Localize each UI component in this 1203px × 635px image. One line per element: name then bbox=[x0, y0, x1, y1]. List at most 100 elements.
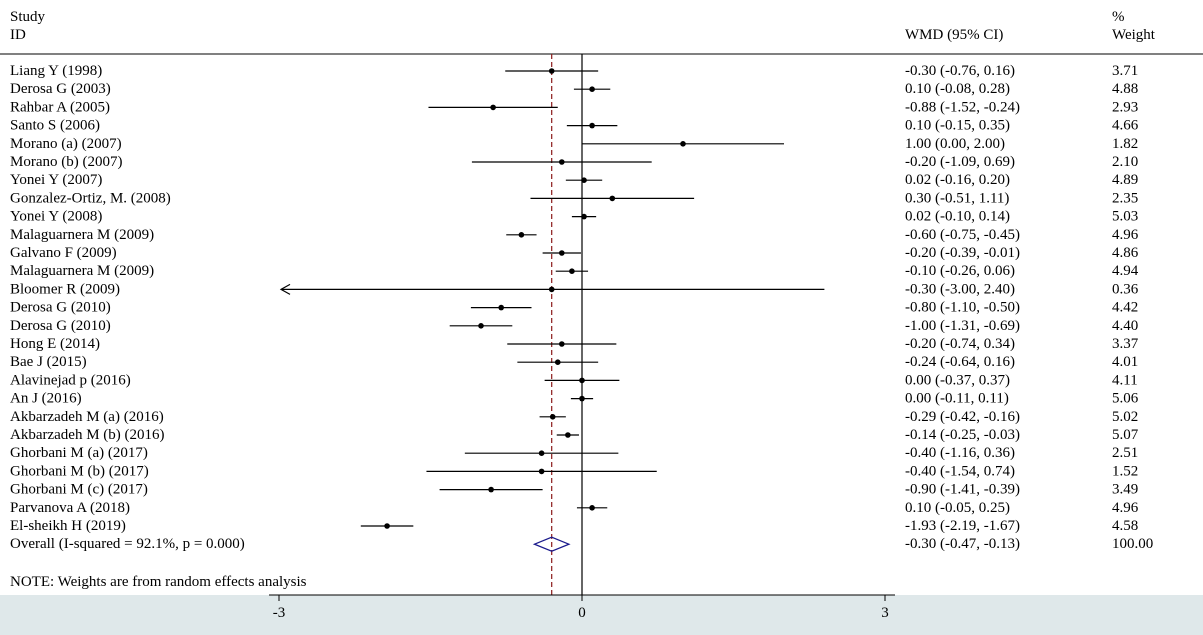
weight-value: 1.52 bbox=[1112, 463, 1138, 479]
weight-value: 4.96 bbox=[1112, 227, 1139, 243]
study-label: Morano (b) (2007) bbox=[10, 154, 122, 170]
point-estimate bbox=[589, 86, 595, 92]
ci-value: 0.00 (-0.11, 0.11) bbox=[905, 391, 1009, 407]
study-label: Derosa G (2010) bbox=[10, 318, 111, 334]
x-tick-label: 3 bbox=[881, 605, 889, 621]
study-label: Parvanova A (2018) bbox=[10, 500, 130, 516]
weight-value: 2.35 bbox=[1112, 190, 1138, 206]
study-label: Bloomer R (2009) bbox=[10, 281, 120, 297]
point-estimate bbox=[549, 414, 556, 420]
weight-value: 4.58 bbox=[1112, 518, 1138, 534]
ci-value: -0.40 (-1.54, 0.74) bbox=[905, 463, 1015, 479]
point-estimate bbox=[548, 286, 555, 293]
ci-value: -0.90 (-1.41, -0.39) bbox=[905, 482, 1020, 498]
point-estimate bbox=[589, 122, 595, 129]
ci-value: -0.30 (-3.00, 2.40) bbox=[905, 281, 1015, 297]
weight-value: 2.93 bbox=[1112, 99, 1138, 115]
overall-weight-value: 100.00 bbox=[1112, 536, 1153, 552]
ci-value: -0.88 (-1.52, -0.24) bbox=[905, 99, 1020, 115]
weight-value: 3.37 bbox=[1112, 336, 1139, 352]
weight-value: 4.66 bbox=[1112, 118, 1139, 134]
weight-header-line1: % bbox=[1112, 9, 1125, 25]
point-estimate bbox=[498, 304, 505, 311]
weights-note: NOTE: Weights are from random effects an… bbox=[10, 574, 307, 590]
point-estimate bbox=[538, 450, 545, 457]
point-estimate bbox=[559, 250, 565, 256]
study-label: Yonei Y (2008) bbox=[10, 209, 102, 225]
point-estimate bbox=[680, 141, 686, 147]
ci-arrow bbox=[279, 283, 291, 295]
weight-value: 4.94 bbox=[1112, 263, 1139, 279]
point-estimate bbox=[478, 323, 484, 329]
study-label: Bae J (2015) bbox=[10, 354, 87, 370]
study-label: Galvano F (2009) bbox=[10, 245, 117, 261]
weight-value: 4.96 bbox=[1112, 500, 1139, 516]
study-label: Akbarzadeh M (b) (2016) bbox=[10, 427, 165, 443]
study-header-line1: Study bbox=[10, 9, 46, 25]
ci-value: 0.10 (-0.05, 0.25) bbox=[905, 500, 1010, 516]
ci-value: -0.80 (-1.10, -0.50) bbox=[905, 300, 1020, 316]
point-estimate bbox=[538, 468, 545, 475]
point-estimate bbox=[488, 486, 494, 493]
ci-value: -0.14 (-0.25, -0.03) bbox=[905, 427, 1020, 443]
weight-value: 4.01 bbox=[1112, 354, 1138, 370]
x-tick-label: 0 bbox=[578, 605, 586, 621]
study-label: Malaguarnera M (2009) bbox=[10, 227, 154, 243]
point-estimate bbox=[559, 341, 565, 347]
study-label: Akbarzadeh M (a) (2016) bbox=[10, 409, 164, 425]
x-tick-label: -3 bbox=[273, 605, 286, 621]
weight-value: 4.86 bbox=[1112, 245, 1139, 261]
weight-value: 2.51 bbox=[1112, 445, 1138, 461]
weight-value: 5.06 bbox=[1112, 391, 1139, 407]
point-estimate bbox=[565, 432, 571, 438]
point-estimate bbox=[554, 359, 561, 366]
point-estimate bbox=[548, 68, 555, 74]
ci-value: 0.02 (-0.10, 0.14) bbox=[905, 209, 1010, 225]
ci-value: -0.10 (-0.26, 0.06) bbox=[905, 263, 1015, 279]
point-estimate bbox=[581, 213, 587, 220]
point-estimate bbox=[569, 268, 575, 275]
point-estimate bbox=[579, 377, 585, 384]
ci-value: 0.00 (-0.37, 0.37) bbox=[905, 372, 1010, 388]
weight-value: 5.02 bbox=[1112, 409, 1138, 425]
study-header-line2: ID bbox=[10, 27, 26, 43]
ci-value: 0.30 (-0.51, 1.11) bbox=[905, 190, 1009, 206]
weight-value: 4.88 bbox=[1112, 81, 1138, 97]
study-label: An J (2016) bbox=[10, 391, 82, 407]
ci-value: -0.29 (-0.42, -0.16) bbox=[905, 409, 1020, 425]
study-label: Malaguarnera M (2009) bbox=[10, 263, 154, 279]
axis-band bbox=[0, 595, 1203, 635]
point-estimate bbox=[579, 395, 585, 402]
ci-value: 0.02 (-0.16, 0.20) bbox=[905, 172, 1010, 188]
study-label: Yonei Y (2007) bbox=[10, 172, 102, 188]
weight-value: 1.82 bbox=[1112, 136, 1138, 152]
study-label: Gonzalez-Ortiz, M. (2008) bbox=[10, 190, 171, 206]
ci-value: -0.60 (-0.75, -0.45) bbox=[905, 227, 1020, 243]
weight-value: 4.42 bbox=[1112, 300, 1138, 316]
overall-label: Overall (I-squared = 92.1%, p = 0.000) bbox=[10, 536, 245, 552]
study-label: Santo S (2006) bbox=[10, 118, 100, 134]
study-label: Hong E (2014) bbox=[10, 336, 100, 352]
study-label: Liang Y (1998) bbox=[10, 63, 102, 79]
point-estimate bbox=[518, 232, 525, 238]
ci-value: 0.10 (-0.15, 0.35) bbox=[905, 118, 1010, 134]
point-estimate bbox=[490, 104, 496, 111]
study-label: Derosa G (2003) bbox=[10, 81, 111, 97]
point-estimate bbox=[581, 177, 587, 183]
weight-value: 4.11 bbox=[1112, 372, 1138, 388]
weight-value: 3.49 bbox=[1112, 482, 1138, 498]
study-header: Study ID bbox=[10, 8, 45, 44]
ci-value: 1.00 (0.00, 2.00) bbox=[905, 136, 1005, 152]
ci-value: -0.20 (-1.09, 0.69) bbox=[905, 154, 1015, 170]
point-estimate bbox=[589, 505, 595, 511]
study-label: Ghorbani M (b) (2017) bbox=[10, 463, 149, 479]
point-estimate bbox=[609, 195, 616, 202]
ci-value: -0.40 (-1.16, 0.36) bbox=[905, 445, 1015, 461]
ci-value: -0.24 (-0.64, 0.16) bbox=[905, 354, 1015, 370]
study-label: Ghorbani M (a) (2017) bbox=[10, 445, 148, 461]
weight-value: 2.10 bbox=[1112, 154, 1138, 170]
overall-ci-value: -0.30 (-0.47, -0.13) bbox=[905, 536, 1020, 552]
ci-value: -1.93 (-2.19, -1.67) bbox=[905, 518, 1020, 534]
weight-value: 4.89 bbox=[1112, 172, 1138, 188]
